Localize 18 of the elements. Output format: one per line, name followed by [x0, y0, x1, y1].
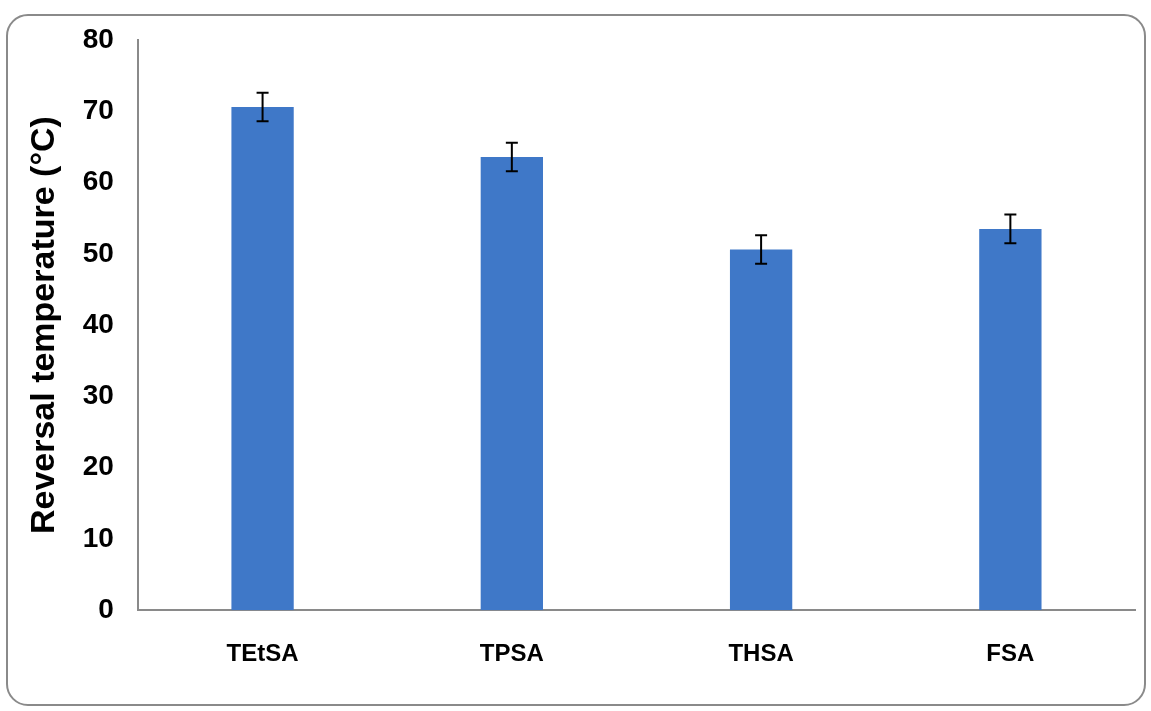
bar: [231, 107, 294, 611]
bar: [729, 249, 793, 611]
y-tick-label: 80: [82, 22, 114, 54]
bar: [979, 228, 1042, 611]
bar: [480, 156, 543, 611]
x-tick-label: FSA: [986, 639, 1035, 667]
y-tick-label: 20: [82, 450, 114, 482]
y-tick-label: 30: [82, 379, 114, 411]
x-tick-label: TEtSA: [226, 639, 299, 667]
y-tick-label: 70: [82, 93, 114, 125]
x-tick-label: THSA: [728, 639, 794, 667]
y-tick-label: 10: [82, 521, 114, 553]
y-tick-label: 50: [82, 236, 114, 268]
y-tick-label: 60: [82, 165, 114, 197]
y-axis-title: Reversal temperature (°C): [22, 116, 61, 535]
y-tick-label: 0: [98, 592, 114, 624]
x-tick-label: TPSA: [479, 639, 544, 667]
y-tick-label: 40: [82, 307, 114, 339]
